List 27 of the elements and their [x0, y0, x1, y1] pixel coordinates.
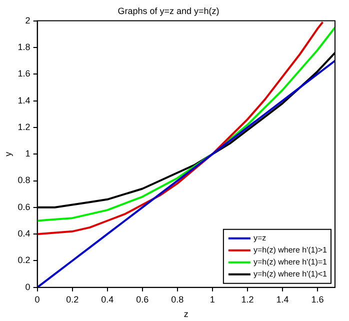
- y-tick-label: 0.8: [18, 175, 30, 186]
- x-axis-title: z: [184, 309, 189, 320]
- x-tick-label: 1.6: [311, 294, 324, 304]
- y-tick-label: 0.4: [18, 228, 30, 239]
- legend-label: y=h(z) where h'(1)=1: [253, 258, 328, 267]
- y-tick-label: 0.2: [18, 255, 30, 266]
- y-axis-title: y: [2, 151, 13, 156]
- x-tick-label: 0.8: [171, 294, 184, 304]
- x-tick-label: 1.4: [276, 294, 289, 304]
- y-tick-label: 0: [25, 282, 30, 292]
- x-tick-label: 0.4: [101, 294, 114, 304]
- legend-label: y=z: [253, 234, 266, 243]
- legend-label: y=h(z) where h'(1)<1: [253, 270, 328, 279]
- x-tick-label: 1: [210, 294, 215, 304]
- chart-title: Graphs of y=z and y=h(z): [118, 6, 220, 16]
- x-tick-label: 0.2: [66, 294, 79, 304]
- x-tick-label: 1.2: [241, 294, 254, 304]
- y-tick-label: 1.6: [18, 68, 30, 79]
- x-tick-label: 0: [34, 294, 40, 304]
- x-tick-label: 0.6: [136, 294, 149, 304]
- y-tick-label: 1.2: [18, 122, 30, 132]
- y-tick-label: 1.8: [18, 42, 30, 52]
- y-tick-label: 1: [25, 148, 30, 159]
- y-tick-label: 1.4: [18, 95, 30, 106]
- legend-label: y=h(z) where h'(1)>1: [253, 246, 328, 255]
- y-tick-label: 2: [25, 15, 30, 26]
- y-tick-label: 0.6: [18, 202, 30, 212]
